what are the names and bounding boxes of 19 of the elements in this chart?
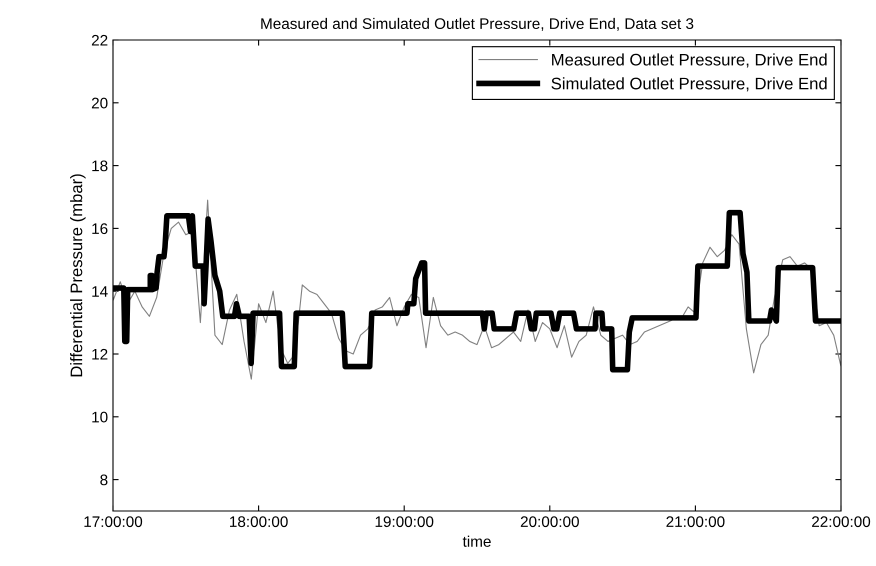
y-tick-label: 16 <box>92 223 108 234</box>
y-tick-label: 14 <box>92 286 108 297</box>
y-tick-label: 12 <box>92 348 108 360</box>
x-tick-label: 17:00:00 <box>84 516 142 528</box>
y-tick-label: 18 <box>92 160 108 172</box>
y-tick-label: 22 <box>92 34 108 46</box>
y-tick-label: 8 <box>100 474 108 486</box>
x-tick-label: 19:00:00 <box>376 516 434 528</box>
x-tick-label: 22:00:00 <box>812 516 870 528</box>
legend-label: Measured Outlet Pressure, Drive End <box>552 53 827 68</box>
y-tick-label: 20 <box>92 98 108 108</box>
chart-title: Measured and Simulated Outlet Pressure, Drive End, Data set 3 <box>261 18 694 31</box>
x-axis-title: time <box>462 536 491 547</box>
x-tick-label: 20:00:00 <box>520 516 579 528</box>
x-tick-label: 21:00:00 <box>666 516 725 528</box>
y-tick-label: 10 <box>92 412 108 422</box>
legend-label: Simulated Outlet Pressure, Drive End <box>551 77 827 92</box>
y-axis-title: Differential Pressure (mbar) <box>70 174 86 376</box>
x-tick-label: 18:00:00 <box>230 516 288 528</box>
